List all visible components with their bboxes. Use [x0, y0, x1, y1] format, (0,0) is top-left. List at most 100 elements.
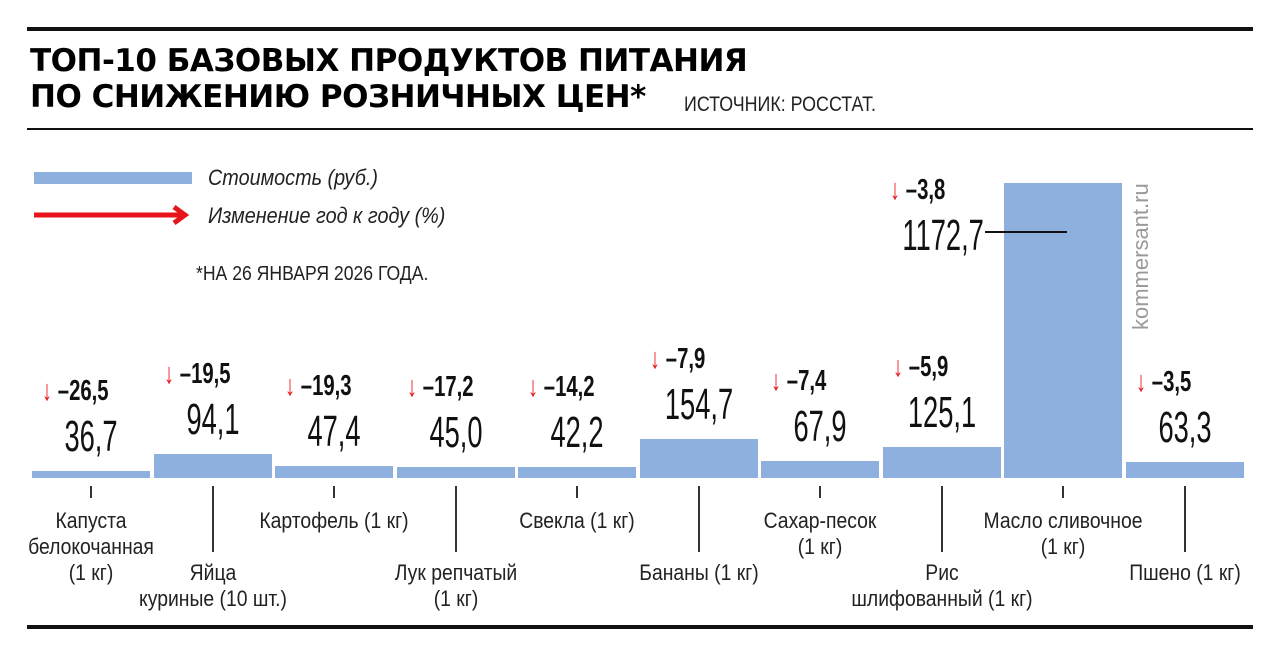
- watermark: kommersant.ru: [1128, 183, 1153, 330]
- bar-value: 63,3: [1157, 403, 1212, 453]
- down-arrow-icon: ↓: [285, 370, 296, 403]
- bar: [32, 471, 150, 478]
- category-label-line: Лук репчатый: [394, 560, 517, 585]
- bar-value: 94,1: [185, 395, 240, 445]
- axis-tick: [211, 486, 214, 552]
- change-label: ↓ –14,2: [528, 371, 595, 404]
- bar: [761, 460, 879, 478]
- down-arrow-icon: ↓: [163, 358, 174, 391]
- header-rule: [27, 128, 1253, 130]
- bar: [882, 446, 1001, 478]
- axis-tick: [576, 486, 578, 498]
- category-label: Пшено (1 кг): [1088, 560, 1280, 586]
- bar: [639, 439, 758, 478]
- title-line-1: ТОП-10 БАЗОВЫХ ПРОДУКТОВ ПИТАНИЯ: [30, 43, 748, 79]
- bar-value: 125,1: [907, 387, 976, 437]
- change-label: ↓ –5,9: [893, 351, 948, 384]
- change-label: ↓ –17,2: [407, 371, 474, 404]
- down-arrow-icon: ↓: [1135, 366, 1146, 399]
- category-label-line: Сахар-песок: [763, 508, 877, 533]
- change-value: –5,9: [908, 350, 948, 383]
- category-label-line: Капуста: [55, 508, 127, 533]
- change-value: –3,8: [905, 174, 946, 206]
- category-label: Бананы (1 кг): [602, 560, 796, 586]
- source-text: ИСТОЧНИК: РОССТАТ.: [684, 93, 876, 116]
- category-label-line: Рис: [924, 560, 959, 585]
- down-arrow-icon: ↓: [649, 343, 660, 376]
- axis-tick: [1062, 486, 1064, 498]
- axis-tick: [819, 486, 821, 498]
- top-rule: [27, 27, 1253, 31]
- bar: [396, 466, 515, 478]
- category-label: Яйца куриные (10 шт.): [116, 560, 310, 612]
- category-label-line: белокочанная: [28, 534, 154, 559]
- down-arrow-icon: ↓: [892, 350, 903, 383]
- change-value: –17,2: [422, 370, 474, 403]
- down-arrow-icon: ↓: [771, 364, 782, 397]
- legend-bar-label: Стоимость (руб.): [208, 165, 379, 190]
- category-label-line: куриные (10 шт.): [138, 586, 287, 611]
- change-value: –26,5: [57, 375, 109, 407]
- category-label-line: (1 кг): [433, 586, 478, 611]
- category-label-line: Бананы (1 кг): [638, 560, 759, 585]
- bar-value: 45,0: [428, 407, 483, 457]
- value-leader-line: [985, 231, 1067, 233]
- bar-value: 47,4: [307, 407, 361, 457]
- category-label-line: (1 кг): [797, 534, 843, 559]
- change-label: ↓ –3,8: [890, 174, 945, 207]
- category-label: Рис шлифованный (1 кг): [845, 560, 1039, 612]
- bar: [153, 454, 272, 478]
- change-label: ↓ –7,4: [771, 365, 826, 398]
- change-label: ↓ –19,3: [285, 370, 352, 403]
- change-label: ↓ –7,9: [650, 343, 705, 376]
- down-arrow-icon: ↓: [528, 371, 539, 404]
- axis-tick: [333, 486, 335, 498]
- bar-value: 1172,7: [902, 211, 984, 260]
- bar-value: 154,7: [664, 380, 733, 430]
- category-label-line: Яйца: [189, 560, 236, 585]
- footnote: *НА 26 ЯНВАРЯ 2026 ГОДА.: [196, 263, 429, 285]
- bar: [518, 467, 636, 478]
- legend-bar-swatch: [34, 172, 192, 184]
- axis-tick: [697, 486, 700, 552]
- axis-tick: [454, 486, 457, 552]
- category-label: Масло сливочное (1 кг): [966, 508, 1160, 560]
- bottom-rule: [27, 625, 1253, 629]
- down-arrow-icon: ↓: [406, 370, 417, 403]
- category-label-line: (1 кг): [68, 560, 114, 585]
- axis-tick: [90, 486, 92, 498]
- bar: [1004, 183, 1122, 478]
- axis-tick: [940, 486, 943, 552]
- bar-value: 42,2: [550, 408, 604, 458]
- change-value: –19,3: [300, 370, 352, 403]
- change-value: –3,5: [1151, 366, 1191, 399]
- bar-value: 67,9: [793, 401, 847, 451]
- category-label-line: Пшено (1 кг): [1128, 560, 1241, 585]
- category-label-line: Картофель (1 кг): [259, 508, 409, 533]
- bar: [1125, 462, 1244, 478]
- change-value: –7,9: [665, 343, 705, 376]
- change-label: ↓ –19,5: [164, 358, 231, 391]
- down-arrow-icon: ↓: [42, 375, 53, 407]
- change-value: –14,2: [543, 371, 595, 404]
- legend-arrow-label: Изменение год к году (%): [208, 203, 446, 228]
- category-label: Картофель (1 кг): [237, 508, 431, 534]
- category-label: Свекла (1 кг): [480, 508, 674, 534]
- category-label-line: Масло сливочное: [983, 508, 1143, 533]
- category-label: Капуста белокочанная (1 кг): [0, 508, 188, 586]
- change-value: –7,4: [786, 364, 827, 397]
- category-label-line: Свекла (1 кг): [519, 508, 635, 533]
- change-label: ↓ –26,5: [42, 375, 109, 408]
- bar-value: 36,7: [64, 412, 118, 461]
- change-label: ↓ –3,5: [1136, 366, 1191, 399]
- bar: [275, 466, 393, 478]
- axis-tick: [1183, 486, 1186, 552]
- category-label: Лук репчатый (1 кг): [359, 560, 553, 612]
- category-label-line: шлифованный (1 кг): [850, 586, 1033, 611]
- down-arrow-icon: ↓: [890, 174, 901, 206]
- change-value: –19,5: [179, 358, 231, 391]
- legend-arrow-icon: [34, 204, 190, 226]
- title-line-2: ПО СНИЖЕНИЮ РОЗНИЧНЫХ ЦЕН*: [30, 79, 646, 115]
- category-label: Сахар-песок (1 кг): [723, 508, 917, 560]
- category-label-line: (1 кг): [1040, 534, 1086, 559]
